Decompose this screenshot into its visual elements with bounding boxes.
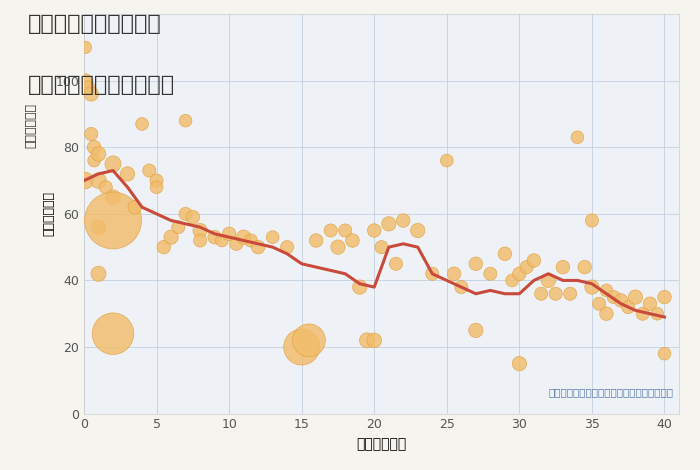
Point (85, 130, 97, 138)
Point (151, 177, 162, 184)
Point (369, 227, 380, 234)
Point (253, 243, 264, 251)
Point (594, 300, 605, 307)
Point (601, 310, 612, 318)
Point (514, 360, 525, 368)
Point (521, 263, 532, 271)
Point (216, 237, 228, 244)
Point (514, 270, 525, 277)
Point (165, 234, 176, 241)
Point (144, 167, 155, 174)
Point (311, 237, 322, 244)
Point (107, 194, 118, 201)
Point (637, 310, 648, 318)
Point (499, 250, 510, 258)
Point (83, 84, 94, 91)
Point (579, 263, 590, 271)
Point (180, 210, 191, 218)
Point (441, 157, 452, 164)
Point (587, 283, 598, 291)
Point (507, 277, 518, 284)
Point (151, 183, 162, 191)
Point (325, 227, 336, 234)
Point (587, 217, 598, 224)
Point (136, 120, 148, 128)
Point (130, 204, 141, 211)
Point (550, 290, 561, 298)
Point (427, 270, 438, 277)
Point (470, 327, 482, 334)
Point (281, 243, 293, 251)
Y-axis label: 単価（万円）: 単価（万円） (42, 191, 55, 236)
Point (195, 227, 206, 234)
Point (80, 77, 91, 85)
Point (608, 293, 620, 301)
Point (659, 350, 670, 358)
Point (195, 237, 206, 244)
Point (93, 177, 104, 184)
Point (100, 183, 111, 191)
Point (347, 237, 358, 244)
Point (296, 343, 307, 351)
Point (122, 170, 133, 178)
Point (303, 337, 314, 344)
Point (484, 270, 496, 277)
Point (80, 44, 91, 51)
Point (93, 150, 104, 158)
Point (245, 237, 256, 244)
Point (615, 297, 626, 304)
Point (187, 213, 198, 221)
Text: 築年数別中古戸建て価格: 築年数別中古戸建て価格 (28, 75, 175, 95)
Point (536, 290, 547, 298)
Point (223, 230, 235, 237)
Point (376, 243, 387, 251)
Text: 埼玉県鶴ヶ島市脚折の: 埼玉県鶴ヶ島市脚折の (28, 14, 162, 34)
Point (107, 160, 118, 168)
Point (340, 227, 351, 234)
Point (456, 283, 467, 291)
Point (449, 270, 460, 277)
Point (645, 300, 656, 307)
Point (659, 293, 670, 301)
Point (93, 223, 104, 231)
Point (622, 303, 634, 311)
Point (383, 220, 394, 227)
Point (361, 337, 372, 344)
Point (354, 283, 365, 291)
Point (231, 240, 242, 248)
Point (630, 293, 641, 301)
Point (238, 234, 249, 241)
X-axis label: 築年数（年）: 築年数（年） (356, 437, 407, 451)
Point (89, 143, 100, 151)
Point (470, 260, 482, 267)
Point (85, 90, 97, 98)
Point (528, 257, 540, 264)
Point (391, 260, 402, 267)
Point (107, 217, 118, 224)
Point (93, 270, 104, 277)
Point (180, 117, 191, 125)
Point (267, 234, 279, 241)
Point (398, 217, 409, 224)
Point (652, 310, 663, 318)
Point (80, 177, 91, 184)
Point (173, 223, 184, 231)
Text: 円の大きさは、取引のあった物件面積を示す: 円の大きさは、取引のあった物件面積を示す (548, 388, 673, 398)
Point (542, 277, 554, 284)
Point (572, 133, 583, 141)
Point (107, 330, 118, 337)
Point (89, 157, 100, 164)
Text: 単価（万円）: 単価（万円） (24, 103, 37, 149)
Point (158, 243, 169, 251)
Point (557, 263, 568, 271)
Point (565, 290, 576, 298)
Point (601, 287, 612, 294)
Point (332, 243, 344, 251)
Point (209, 234, 220, 241)
Point (369, 337, 380, 344)
Point (412, 227, 423, 234)
